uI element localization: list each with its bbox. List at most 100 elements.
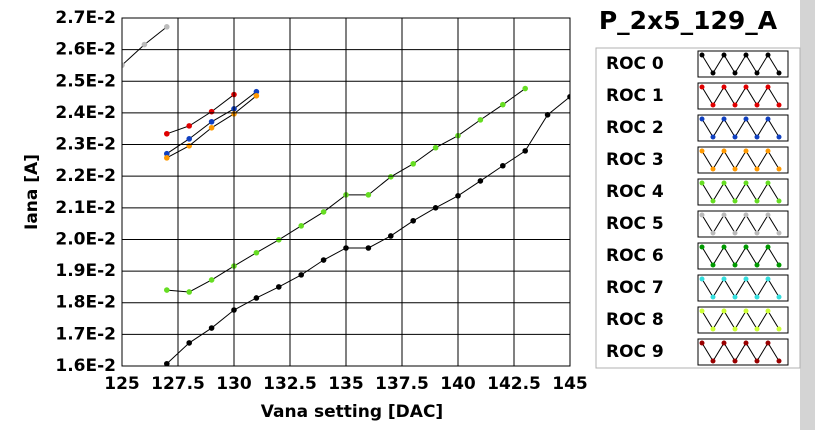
data-point [186, 289, 192, 295]
legend-swatch-line [701, 310, 780, 330]
y-tick-label: 2.2E-2 [55, 166, 116, 186]
chart-title: P_2x5_129_A [599, 6, 778, 35]
legend-swatch-dot [754, 134, 760, 140]
legend-label: ROC 8 [606, 310, 664, 330]
x-tick-label: 142.5 [487, 374, 541, 394]
x-tick-label: 127.5 [151, 374, 205, 394]
x-tick-label: 130 [216, 374, 252, 394]
legend-swatch-dot [721, 180, 727, 186]
legend-swatch-dot [699, 340, 705, 346]
legend-swatch-dot [732, 134, 738, 140]
legend-swatch-dot [710, 262, 716, 268]
legend-swatch-dot [710, 198, 716, 204]
legend-swatch-dot [776, 198, 782, 204]
y-tick-label: 1.9E-2 [55, 261, 116, 281]
legend-label: ROC 0 [606, 54, 664, 74]
data-point [388, 233, 394, 239]
y-tick-label: 2.0E-2 [55, 229, 116, 249]
legend-swatch-dot [754, 102, 760, 108]
legend-swatch-dot [776, 358, 782, 364]
legend-swatch-dot [754, 262, 760, 268]
y-tick-label: 2.5E-2 [55, 71, 116, 91]
legend-swatch-dot [721, 244, 727, 250]
legend-swatch-dot [721, 340, 727, 346]
data-point [320, 257, 327, 263]
data-point [500, 162, 506, 169]
legend-swatch-dot [710, 230, 716, 236]
data-point [432, 144, 439, 151]
legend-swatch-dot [732, 358, 738, 364]
data-point [164, 155, 170, 161]
legend-swatch-dot [710, 102, 716, 108]
data-point [567, 93, 570, 100]
data-point [298, 272, 305, 278]
scrollbar[interactable] [800, 0, 815, 430]
legend-swatch-dot [743, 52, 749, 58]
y-tick-label: 2.6E-2 [55, 40, 116, 60]
legend-label: ROC 7 [606, 278, 664, 298]
legend-swatch-dot [710, 166, 716, 172]
legend-swatch-dot [743, 308, 749, 314]
data-point [276, 284, 282, 290]
x-tick-label: 145 [552, 374, 588, 394]
data-point [253, 295, 260, 301]
legend-swatch-dot [721, 308, 727, 314]
data-point [208, 118, 215, 125]
legend-label: ROC 3 [606, 150, 664, 170]
legend-label: ROC 9 [606, 342, 664, 362]
legend-swatch-dot [699, 116, 705, 122]
y-tick-label: 2.4E-2 [55, 103, 116, 123]
legend-swatch-dot [776, 326, 782, 332]
legend-swatch-dot [754, 326, 760, 332]
x-tick-label: 125 [104, 374, 140, 394]
legend-swatch-dot [732, 102, 738, 108]
legend-label: ROC 2 [606, 118, 664, 138]
legend-swatch-dot [699, 212, 705, 218]
legend-swatch-dot [776, 294, 782, 300]
legend-swatch-dot [743, 244, 749, 250]
legend-swatch-dot [743, 276, 749, 282]
legend-swatch-dot [765, 340, 771, 346]
legend-swatch-dot [743, 212, 749, 218]
legend-swatch-line [701, 150, 780, 170]
legend-swatch-line [701, 278, 780, 298]
data-point [186, 123, 192, 129]
legend-swatch-dot [754, 230, 760, 236]
legend-swatch-dot [754, 294, 760, 300]
legend-label: ROC 5 [606, 214, 664, 234]
legend-swatch-dot [699, 180, 705, 186]
legend-swatch-dot [765, 212, 771, 218]
data-point [164, 130, 170, 137]
data-point [410, 217, 417, 224]
x-tick-label: 135 [328, 374, 364, 394]
data-point [186, 136, 192, 142]
legend-swatch-dot [743, 84, 749, 90]
legend-swatch-dot [765, 180, 771, 186]
legend-swatch-dot [776, 134, 782, 140]
legend-swatch-dot [765, 116, 771, 122]
legend-swatch-dot [721, 212, 727, 218]
legend-swatch-line [701, 342, 780, 362]
legend-swatch-dot [754, 70, 760, 76]
x-tick-label: 132.5 [263, 374, 317, 394]
legend-swatch-dot [732, 198, 738, 204]
legend-swatch-dot [721, 52, 727, 58]
legend-swatch-dot [710, 326, 716, 332]
data-point [208, 124, 215, 131]
legend-swatch-dot [710, 358, 716, 364]
data-point [186, 143, 192, 149]
legend-swatch-dot [765, 244, 771, 250]
x-axis-label: Vana setting [DAC] [261, 402, 443, 422]
legend-swatch-dot [776, 102, 782, 108]
legend-label: ROC 6 [606, 246, 664, 266]
data-point [164, 287, 170, 293]
data-point [320, 209, 327, 215]
legend-swatch-dot [732, 326, 738, 332]
y-tick-label: 1.6E-2 [55, 356, 116, 376]
data-point [141, 41, 148, 48]
legend-swatch-dot [732, 294, 738, 300]
legend-swatch-dot [699, 244, 705, 250]
legend-swatch-dot [721, 116, 727, 122]
data-point [477, 117, 484, 123]
data-point [208, 325, 215, 331]
